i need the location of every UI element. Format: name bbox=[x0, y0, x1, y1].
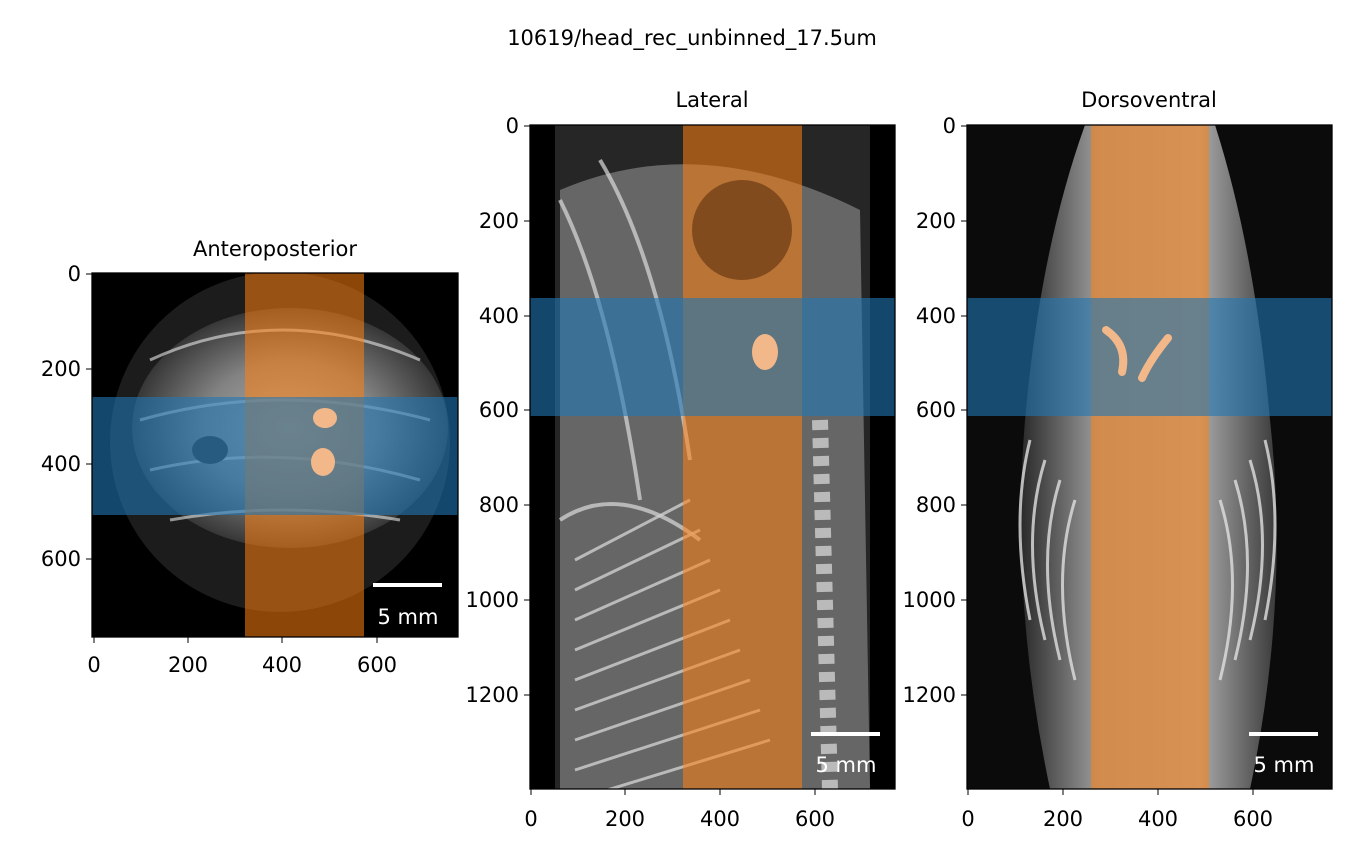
panel-anteroposterior: Anteroposterior 5 mm 0 200 400 600 bbox=[41, 237, 459, 677]
axes-frame-dorsoventral bbox=[966, 124, 1333, 790]
y-tick-label: 200 bbox=[916, 209, 956, 233]
blue-band-lateral bbox=[530, 298, 895, 416]
y-tick-label: 1000 bbox=[903, 588, 956, 612]
x-tick-label: 400 bbox=[700, 807, 740, 831]
y-tick-label: 400 bbox=[916, 304, 956, 328]
x-tick-label: 600 bbox=[357, 653, 397, 677]
x-axis-anteroposterior: 0 200 400 600 bbox=[87, 637, 397, 677]
panel-title-dorsoventral: Dorsoventral bbox=[1081, 88, 1217, 112]
bone-marks-lateral bbox=[692, 180, 792, 370]
x-tick-label: 0 bbox=[524, 807, 537, 831]
x-tick-label: 0 bbox=[87, 653, 100, 677]
panel-title-lateral: Lateral bbox=[675, 88, 748, 112]
y-tick-label: 0 bbox=[943, 114, 956, 138]
figure-title: 10619/head_rec_unbinned_17.5um bbox=[507, 26, 877, 51]
x-tick-label: 600 bbox=[1233, 807, 1273, 831]
scalebar-label-lateral: 5 mm bbox=[816, 753, 877, 777]
y-tick-label: 600 bbox=[41, 547, 81, 571]
panel-lateral: Lateral 5 mm 0 200 400 600 bbox=[466, 88, 896, 831]
scalebar-label-dorsoventral: 5 mm bbox=[1254, 753, 1315, 777]
panel-title-anteroposterior: Anteroposterior bbox=[193, 237, 357, 261]
axes-frame-lateral bbox=[529, 124, 896, 790]
y-tick-label: 0 bbox=[506, 114, 519, 138]
x-axis-dorsoventral: 0 200 400 600 bbox=[961, 789, 1273, 831]
x-axis-lateral: 0 200 400 600 bbox=[524, 789, 835, 831]
y-tick-label: 200 bbox=[41, 357, 81, 381]
x-tick-label: 400 bbox=[1138, 807, 1178, 831]
y-tick-label: 200 bbox=[479, 209, 519, 233]
x-tick-label: 200 bbox=[605, 807, 645, 831]
y-tick-label: 0 bbox=[68, 262, 81, 286]
x-tick-label: 200 bbox=[1043, 807, 1083, 831]
y-axis-anteroposterior: 0 200 400 600 bbox=[41, 262, 92, 571]
bone-marks-anteroposterior bbox=[311, 408, 337, 476]
x-tick-label: 0 bbox=[961, 807, 974, 831]
scalebar-label-anteroposterior: 5 mm bbox=[378, 605, 439, 629]
x-tick-label: 200 bbox=[168, 653, 208, 677]
blue-band-anteroposterior bbox=[92, 397, 458, 515]
axes-frame-anteroposterior bbox=[91, 272, 459, 638]
y-tick-label: 1200 bbox=[903, 683, 956, 707]
x-tick-label: 400 bbox=[262, 653, 302, 677]
y-tick-label: 800 bbox=[916, 493, 956, 517]
orange-band-dorsoventral bbox=[1091, 125, 1209, 789]
y-tick-label: 600 bbox=[916, 398, 956, 422]
y-tick-label: 600 bbox=[479, 398, 519, 422]
y-axis-lateral: 0 200 400 600 800 1000 1200 bbox=[466, 114, 530, 707]
y-axis-dorsoventral: 0 200 400 600 800 1000 1200 bbox=[903, 114, 967, 707]
y-tick-label: 400 bbox=[479, 304, 519, 328]
y-tick-label: 800 bbox=[479, 493, 519, 517]
y-tick-label: 1000 bbox=[466, 588, 519, 612]
y-tick-label: 400 bbox=[41, 452, 81, 476]
y-tick-label: 1200 bbox=[466, 683, 519, 707]
bone-marks-dorsoventral bbox=[1102, 326, 1172, 382]
panel-dorsoventral: Dorsoventral 5 mm 0 200 400 600 bbox=[903, 88, 1333, 831]
x-tick-label: 600 bbox=[795, 807, 835, 831]
